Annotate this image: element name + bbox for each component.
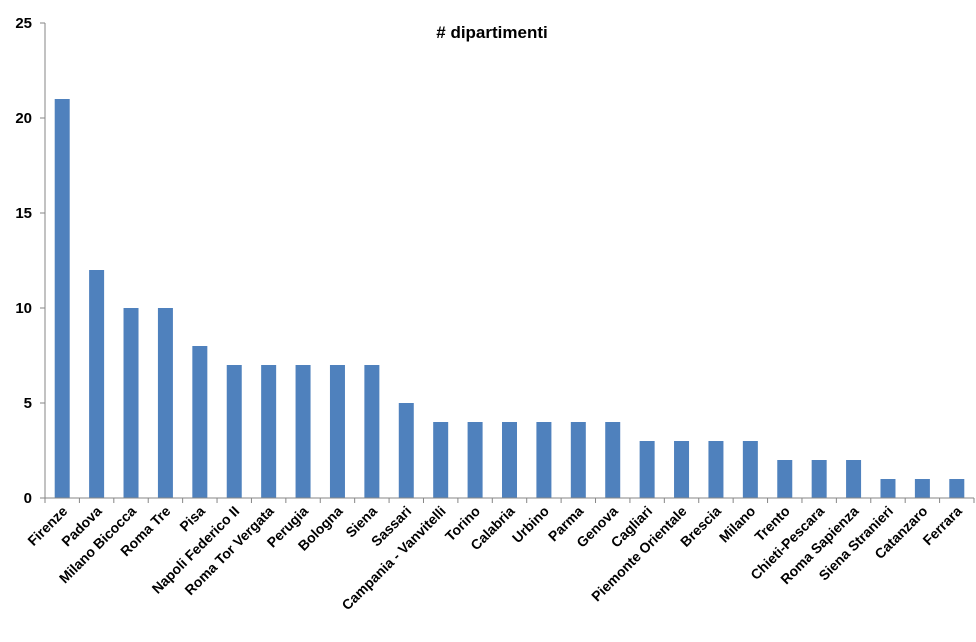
y-tick-label: 20 bbox=[15, 110, 32, 127]
bar bbox=[811, 460, 827, 498]
y-tick-label: 10 bbox=[15, 300, 32, 317]
bar bbox=[777, 460, 793, 498]
bar bbox=[364, 365, 380, 498]
bars bbox=[54, 99, 965, 498]
y-tick-label: 25 bbox=[15, 15, 32, 32]
bar bbox=[846, 460, 862, 498]
bar bbox=[398, 403, 414, 498]
bar bbox=[329, 365, 345, 498]
chart-title: # dipartimenti bbox=[436, 23, 547, 42]
y-axis: 0 5 10 15 20 25 bbox=[15, 15, 46, 507]
bar bbox=[880, 479, 896, 498]
bar bbox=[674, 441, 690, 498]
bar bbox=[123, 308, 139, 498]
y-tick-label: 0 bbox=[24, 490, 32, 507]
bar bbox=[949, 479, 965, 498]
bar bbox=[914, 479, 930, 498]
x-tick-label: Ferrara bbox=[919, 503, 965, 549]
bar bbox=[261, 365, 277, 498]
bar bbox=[295, 365, 311, 498]
bar bbox=[89, 270, 105, 498]
bar bbox=[467, 422, 483, 498]
bar bbox=[605, 422, 621, 498]
bar bbox=[157, 308, 173, 498]
x-tick-label: Urbino bbox=[509, 503, 552, 546]
bar bbox=[742, 441, 758, 498]
x-tick-label: Milano bbox=[716, 503, 759, 546]
bar bbox=[192, 346, 208, 498]
bar bbox=[226, 365, 242, 498]
y-tick-label: 5 bbox=[24, 395, 32, 412]
bar bbox=[502, 422, 517, 498]
bar bbox=[54, 99, 70, 498]
y-tick-label: 15 bbox=[15, 205, 32, 222]
bar bbox=[639, 441, 655, 498]
bar bbox=[570, 422, 586, 498]
bar bbox=[536, 422, 552, 498]
bar bbox=[433, 422, 449, 498]
bar bbox=[708, 441, 724, 498]
